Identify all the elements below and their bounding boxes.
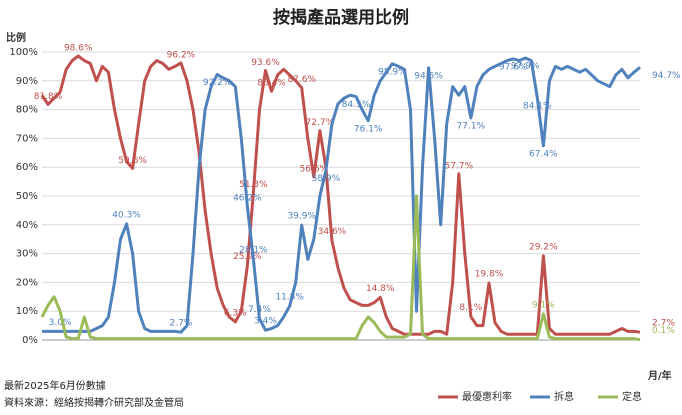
data-label: 84.1%: [523, 101, 552, 111]
data-label: 19.8%: [475, 269, 504, 279]
data-label: 84.5%: [342, 100, 371, 110]
data-label: 94.5%: [414, 71, 443, 81]
data-label: 86.4%: [257, 79, 286, 89]
data-label: 34.6%: [318, 227, 347, 237]
data-label: 3.4%: [254, 317, 277, 327]
data-label: 40.3%: [112, 210, 141, 220]
data-label: 96.2%: [167, 50, 196, 60]
x-axis-label: 月/年: [647, 369, 672, 382]
data-label: 58.9%: [312, 174, 341, 184]
y-tick-label: 80%: [16, 105, 38, 116]
data-label: 51.3%: [239, 180, 268, 190]
data-label: 95.9%: [378, 67, 407, 77]
y-tick-label: 0%: [22, 335, 38, 346]
data-label: 67.4%: [529, 149, 558, 159]
data-label: 98.6%: [64, 44, 93, 54]
data-label: 97.6%: [499, 62, 528, 72]
data-label: 2.7%: [169, 319, 192, 329]
data-label: 59.6%: [118, 156, 147, 166]
data-label: 9.1%: [532, 300, 555, 310]
line-series: [42, 56, 641, 334]
data-label: 11.8%: [275, 293, 304, 303]
data-label: 57.7%: [444, 161, 473, 171]
data-label: 8.1%: [459, 303, 482, 313]
legend-label: 定息: [622, 390, 642, 403]
data-label: 39.9%: [287, 212, 316, 222]
y-tick-label: 30%: [16, 249, 38, 260]
data-label: 25.9%: [233, 252, 262, 262]
legend-label: 最優惠利率: [462, 390, 512, 403]
data-label: 81.8%: [34, 92, 63, 102]
data-label: 0.1%: [652, 326, 675, 336]
data-label: 7.4%: [248, 305, 271, 315]
y-tick-label: 50%: [16, 191, 38, 202]
data-label: 72.7%: [306, 118, 335, 128]
y-tick-label: 90%: [16, 76, 38, 87]
data-label: 92.2%: [203, 78, 232, 88]
y-tick-label: 100%: [9, 47, 38, 58]
y-tick-label: 10%: [16, 306, 38, 317]
data-label: 6.3%: [224, 308, 247, 318]
line-series: [40, 54, 641, 336]
note: 資料來源：經絡按揭轉介研究部及金管局: [4, 396, 184, 409]
data-label: 3.0%: [49, 318, 72, 328]
data-label: 76.1%: [354, 124, 383, 134]
y-tick-label: 40%: [16, 220, 38, 231]
data-label: 97.9%: [511, 62, 540, 72]
data-label: 46.2%: [233, 193, 262, 203]
data-label: 94.7%: [652, 71, 681, 81]
line-series: [40, 194, 641, 342]
y-axis-label: 比例: [6, 31, 26, 44]
data-label: 14.8%: [366, 284, 395, 294]
y-tick-label: 70%: [16, 133, 38, 144]
data-label: 56.6%: [300, 164, 329, 174]
note: 最新2025年6月份數據: [4, 379, 106, 392]
y-tick-label: 60%: [16, 162, 38, 173]
data-label: 29.2%: [529, 242, 558, 252]
data-label: 2.7%: [652, 319, 675, 329]
data-label: 28.1%: [239, 246, 268, 256]
chart-title: 按揭產品選用比例: [273, 7, 409, 28]
data-label: 77.1%: [457, 121, 486, 131]
legend-label: 拆息: [554, 390, 574, 403]
y-tick-label: 20%: [16, 277, 38, 288]
data-label: 93.6%: [251, 58, 280, 68]
data-label: 87.6%: [287, 75, 316, 85]
